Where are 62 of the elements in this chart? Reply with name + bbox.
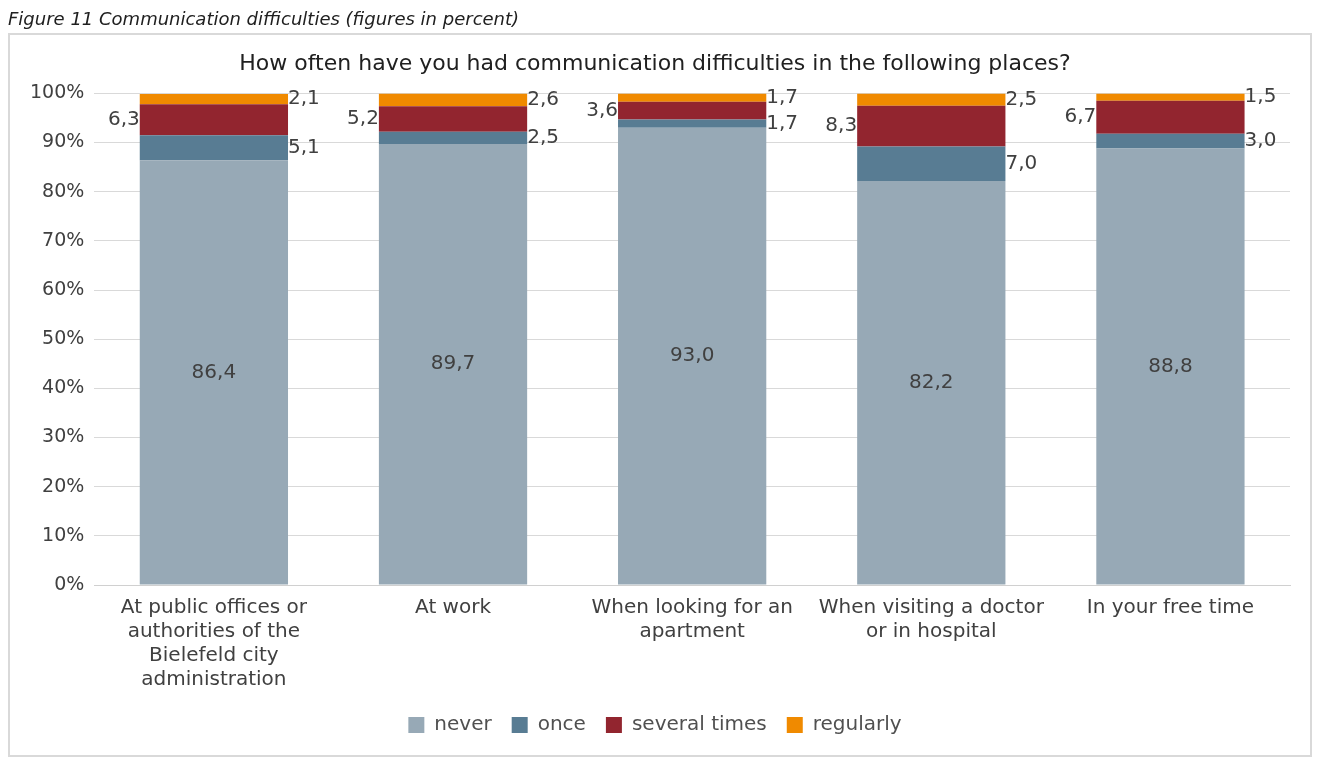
x-tick-label: At work — [415, 594, 492, 619]
data-label: 3,6 — [586, 96, 619, 121]
bar — [1096, 93, 1245, 101]
legend-label: once — [537, 711, 586, 736]
data-label: 1,7 — [766, 83, 799, 108]
data-label: 1,5 — [1244, 83, 1277, 108]
bar — [618, 101, 767, 120]
bar — [618, 93, 767, 102]
data-label: 2,5 — [1005, 85, 1038, 110]
x-tick-label: When looking for an apartment — [591, 594, 793, 643]
bar — [1096, 100, 1245, 134]
data-label: 5,1 — [288, 133, 320, 158]
bar — [139, 104, 289, 136]
data-label: 2,5 — [527, 124, 559, 149]
x-tick-label: At public offices or authorities of the Bielefeld city administration — [120, 594, 308, 691]
bar — [1096, 133, 1245, 149]
data-label: 7,0 — [1005, 149, 1038, 174]
bar — [139, 135, 289, 161]
data-label: 88,8 — [1148, 352, 1193, 377]
data-label: 2,6 — [527, 85, 559, 110]
y-tick-label: 80% — [42, 178, 85, 201]
legend-label: never — [434, 711, 493, 736]
bar — [378, 144, 528, 585]
x-tick-label: In your free time — [1086, 594, 1255, 619]
y-tick-label: 60% — [42, 276, 85, 299]
bar — [1096, 148, 1245, 585]
bar — [618, 127, 767, 585]
bar — [139, 160, 289, 585]
x-tick-label: When visiting a doctor or in hospital — [818, 594, 1045, 643]
data-label: 5,2 — [347, 105, 379, 130]
bar — [139, 93, 289, 105]
y-tick-label: 70% — [42, 227, 85, 250]
chart-title: How often have you had communication difficulties in the following places? — [239, 49, 1071, 75]
bar — [378, 106, 528, 132]
y-tick-label: 40% — [42, 375, 85, 398]
bar — [378, 131, 528, 145]
y-tick-label: 20% — [42, 473, 85, 496]
data-label: 6,7 — [1064, 103, 1097, 128]
data-label: 1,7 — [766, 109, 799, 134]
caption: Figure 11 Communication difficulties (figures in percent) — [8, 8, 521, 29]
legend-label: regularly — [812, 711, 902, 736]
legend-label: several times — [631, 711, 767, 736]
data-label: 6,3 — [107, 105, 140, 130]
bar — [857, 105, 1006, 147]
y-tick-label: 50% — [42, 326, 85, 349]
y-tick-label: 30% — [42, 424, 85, 447]
data-label: 93,0 — [669, 342, 715, 367]
y-tick-label: 90% — [42, 129, 85, 152]
data-label: 89,7 — [430, 350, 476, 375]
bar — [618, 119, 767, 128]
y-tick-label: 100% — [29, 80, 85, 103]
data-label: 2,1 — [288, 85, 320, 110]
bar — [857, 93, 1006, 106]
data-label: 3,0 — [1244, 127, 1277, 152]
data-label: 86,4 — [191, 358, 237, 383]
bar — [378, 93, 528, 107]
y-tick-label: 10% — [42, 522, 85, 545]
bar — [857, 146, 1006, 181]
data-label: 82,2 — [909, 368, 954, 393]
data-label: 8,3 — [825, 112, 858, 137]
y-tick-label: 0% — [54, 571, 85, 594]
bar — [857, 180, 1006, 585]
